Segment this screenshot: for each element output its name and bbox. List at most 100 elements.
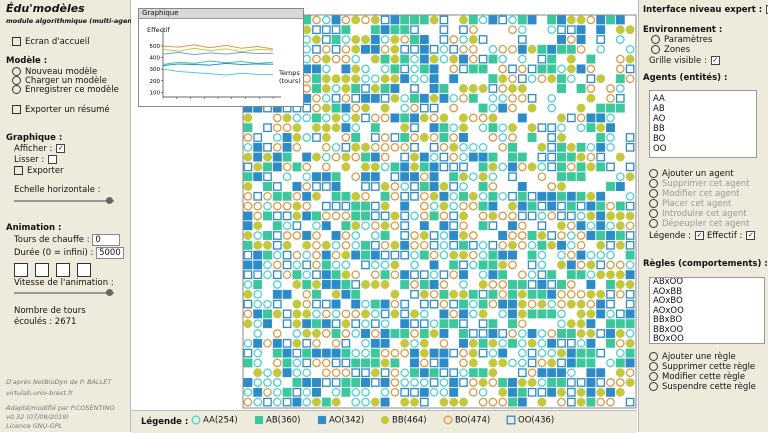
- agent-cell: [380, 280, 390, 289]
- legend-swatch: [191, 415, 201, 425]
- agent-cell: [586, 211, 596, 221]
- agent-cell: [419, 182, 429, 191]
- agent-cell: [606, 319, 615, 329]
- agent-cell: [282, 113, 292, 123]
- agent-cell: [625, 319, 635, 329]
- agent-cell: [459, 358, 468, 368]
- agent-cell: [429, 270, 439, 280]
- agent-item[interactable]: OO: [653, 144, 667, 154]
- rule-item[interactable]: AOxBB: [653, 286, 683, 297]
- agent-cell: [459, 250, 468, 260]
- agent-cell: [547, 74, 557, 84]
- agent-action[interactable]: Placer cet agent: [649, 199, 731, 209]
- agent-cell: [517, 211, 527, 221]
- legend-swatch: [380, 415, 390, 425]
- agent-action[interactable]: Dépeupler cet agent: [649, 219, 749, 229]
- agent-cell: [410, 270, 419, 280]
- agent-cell: [557, 319, 566, 329]
- rule-item[interactable]: AOxBO: [653, 296, 683, 306]
- agent-cell: [488, 338, 498, 348]
- agent-cell: [517, 152, 527, 162]
- agent-action[interactable]: Ajouter un agent: [649, 169, 734, 179]
- agent-cell: [508, 25, 517, 35]
- rule-action[interactable]: Supprimer cette règle: [649, 362, 755, 372]
- play-button[interactable]: [35, 263, 49, 277]
- knob[interactable]: [106, 197, 113, 204]
- checkbox[interactable]: [48, 155, 58, 164]
- icon: [12, 76, 21, 85]
- rule-list[interactable]: ABxOO AOxBB AOxBO AOxOO BBxBO BBxOO BOxOO: [649, 277, 765, 344]
- rule-action[interactable]: Suspendre cette règle: [649, 382, 756, 392]
- agent-cell: [380, 221, 390, 231]
- agent-cell: [351, 74, 361, 84]
- agent-cell: [302, 309, 312, 319]
- rule-action[interactable]: Ajouter une règle: [649, 352, 736, 362]
- scale-slider[interactable]: [14, 197, 114, 204]
- rule-item[interactable]: AOxOO: [653, 305, 684, 316]
- agent-cell: [272, 221, 282, 231]
- agent-cell: [331, 358, 341, 368]
- agent-cell: [429, 387, 439, 397]
- agent-cell: [410, 25, 419, 35]
- agent-cell: [537, 44, 547, 54]
- env-item[interactable]: Paramètres: [651, 35, 712, 45]
- export-graph[interactable]: Exporter: [14, 166, 64, 176]
- checkbox[interactable]: ✓: [56, 144, 66, 153]
- rule-item[interactable]: BBxOO: [653, 324, 684, 335]
- rule-item[interactable]: BOxOO: [653, 334, 684, 344]
- env-item[interactable]: Zones: [651, 45, 690, 55]
- input[interactable]: 5000: [96, 247, 125, 259]
- agent-cell: [478, 152, 488, 162]
- agent-cell: [596, 231, 606, 240]
- agent-item[interactable]: BB: [653, 124, 665, 134]
- model-item[interactable]: Charger un modèle: [12, 76, 107, 86]
- grid-toggle[interactable]: Grille visible : ✓: [649, 56, 720, 66]
- agent-cell: [527, 162, 537, 172]
- legend-toggle[interactable]: Légende : ✓: [649, 231, 705, 241]
- expert-toggle[interactable]: Interface niveau expert :✓: [643, 5, 768, 15]
- rule-action[interactable]: Modifier cette règle: [649, 372, 745, 382]
- agent-cell: [557, 250, 566, 260]
- agent-cell: [341, 123, 351, 133]
- input[interactable]: 0: [92, 234, 121, 246]
- agent-list[interactable]: AA AB AO BB BO OO: [649, 90, 757, 158]
- rule-item[interactable]: BBxBO: [653, 315, 683, 325]
- checkbox[interactable]: ✓: [710, 56, 720, 65]
- agent-action[interactable]: Introduire cet agent: [649, 209, 747, 219]
- agent-cell: [429, 378, 439, 387]
- checkbox[interactable]: ✓: [746, 231, 756, 240]
- agent-cell: [488, 250, 498, 260]
- checkbox[interactable]: ✓: [695, 231, 705, 240]
- reset-button[interactable]: [14, 263, 28, 277]
- series-line: [162, 62, 274, 67]
- agent-cell: [429, 231, 439, 240]
- agent-item[interactable]: AB: [653, 104, 665, 114]
- heading: Animation :: [6, 223, 62, 233]
- agent-cell: [478, 84, 488, 93]
- agent-cell: [517, 289, 527, 299]
- model-item[interactable]: Nouveau modèle: [12, 67, 97, 77]
- icon: [651, 35, 660, 44]
- agent-cell: [439, 378, 449, 387]
- knob[interactable]: [106, 289, 113, 296]
- agent-cell: [312, 44, 321, 54]
- agent-cell: [488, 74, 498, 84]
- agent-action[interactable]: Modifier cet agent: [649, 189, 740, 199]
- step-button[interactable]: [56, 263, 70, 277]
- export-summary[interactable]: Exporter un résumé: [12, 105, 110, 115]
- show-toggle[interactable]: Afficher : ✓: [14, 144, 66, 154]
- agent-cell: [321, 54, 331, 64]
- pause-button[interactable]: [77, 263, 91, 277]
- agent-cell: [606, 250, 615, 260]
- model-item[interactable]: Enregistrer ce modèle: [12, 85, 119, 95]
- agent-cell: [370, 74, 380, 84]
- smooth-toggle[interactable]: Lisser :: [14, 155, 58, 165]
- agent-item[interactable]: AO: [653, 114, 666, 124]
- speed-slider[interactable]: [14, 289, 114, 296]
- rule-item[interactable]: ABxOO: [653, 277, 684, 287]
- agent-item[interactable]: AA: [653, 94, 665, 104]
- agent-item[interactable]: BO: [653, 134, 666, 144]
- agent-action[interactable]: Supprimer cet agent: [649, 179, 750, 189]
- home-link[interactable]: Ecran d'accueil: [12, 37, 89, 47]
- count-toggle[interactable]: Effectif : ✓: [707, 231, 756, 241]
